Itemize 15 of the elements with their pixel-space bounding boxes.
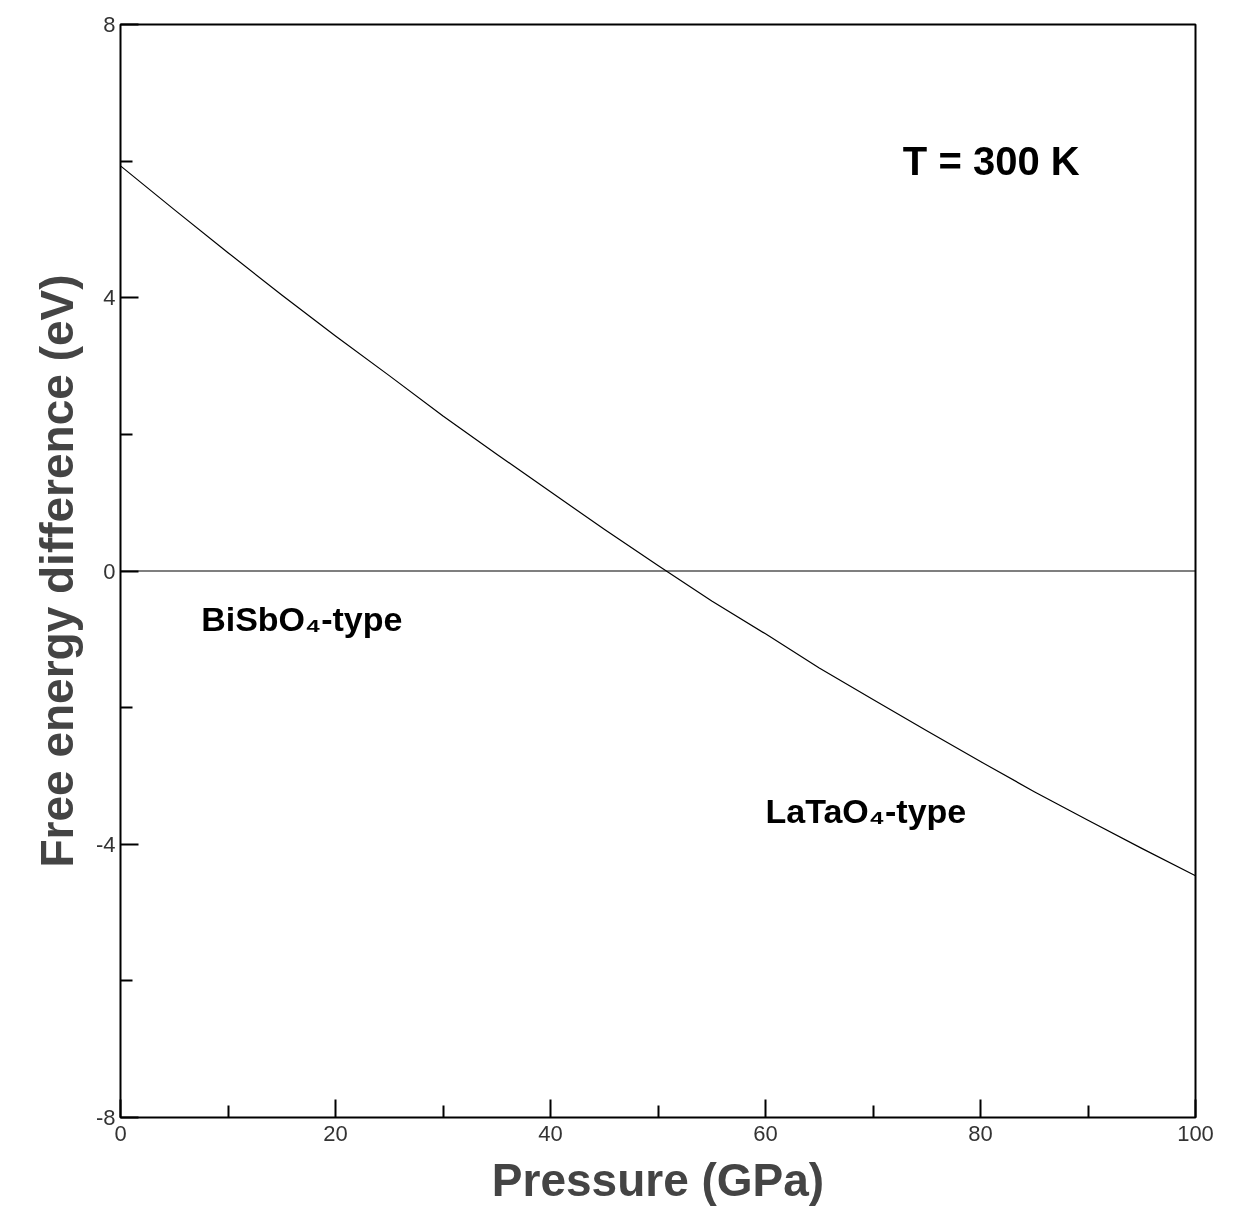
y-tick-label: -4 xyxy=(95,831,116,857)
x-axis-title: Pressure (GPa) xyxy=(491,1153,825,1206)
x-tick-label: 80 xyxy=(968,1120,993,1146)
x-tick-label: 100 xyxy=(1177,1120,1214,1146)
y-tick-label: -8 xyxy=(95,1105,116,1130)
annotation: LaTaO₄-type xyxy=(765,792,967,831)
y-tick-label: 4 xyxy=(103,285,116,311)
x-tick-label: 20 xyxy=(323,1120,348,1146)
annotation: BiSbO₄-type xyxy=(201,600,403,639)
y-tick-label: 0 xyxy=(103,558,116,584)
annotation: T = 300 K xyxy=(902,139,1080,184)
y-tick-label: 8 xyxy=(103,12,116,37)
x-tick-label: 60 xyxy=(753,1120,778,1146)
y-axis-title: Free energy difference (eV) xyxy=(30,274,83,868)
x-tick-label: 40 xyxy=(538,1120,563,1146)
